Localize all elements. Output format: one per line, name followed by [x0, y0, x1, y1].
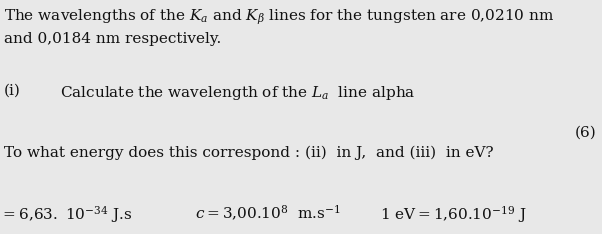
- Text: $1\ \mathrm{eV} = 1{,}60.10^{-19}$ J: $1\ \mathrm{eV} = 1{,}60.10^{-19}$ J: [380, 204, 527, 225]
- Text: $c = 3{,}00.10^{8}$  m.s$^{-1}$: $c = 3{,}00.10^{8}$ m.s$^{-1}$: [195, 204, 341, 223]
- Text: (i): (i): [4, 84, 21, 98]
- Text: Calculate the wavelength of the $L_{a}$  line alpha: Calculate the wavelength of the $L_{a}$ …: [60, 84, 415, 102]
- Text: (6): (6): [574, 126, 596, 140]
- Text: $= 6{,}63.\ 10^{-34}$ J.s: $= 6{,}63.\ 10^{-34}$ J.s: [0, 204, 132, 225]
- Text: The wavelengths of the $K_{a}$ and $K_{\beta}$ lines for the tungsten are 0,0210: The wavelengths of the $K_{a}$ and $K_{\…: [4, 8, 554, 27]
- Text: To what energy does this correspond : (ii)  in J,  and (iii)  in eV?: To what energy does this correspond : (i…: [4, 146, 494, 160]
- Text: and 0,0184 nm respectively.: and 0,0184 nm respectively.: [4, 32, 222, 46]
